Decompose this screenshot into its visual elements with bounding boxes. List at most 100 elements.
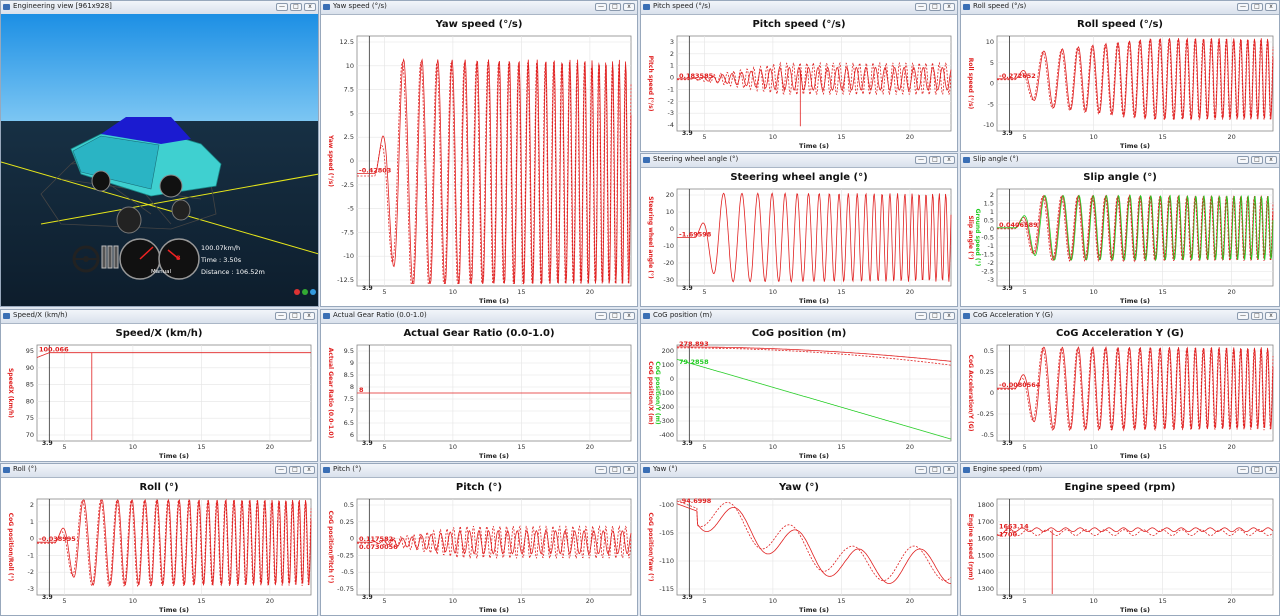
pitch-speed-titlebar[interactable]: Pitch speed (°/s) — □ x [641, 1, 957, 15]
maximize-button[interactable]: □ [609, 466, 621, 474]
yaw-chart[interactable]: Yaw (°) CoG position/Yaw (°) -100 -105 -110 -… [641, 477, 957, 615]
maximize-button[interactable]: □ [1251, 466, 1263, 474]
y-tick-label: -5 [348, 205, 354, 213]
time-cursor-label: 3.9 [362, 440, 373, 447]
minimize-button[interactable]: — [595, 3, 607, 11]
minimize-button[interactable]: — [915, 312, 927, 320]
slip-chart[interactable]: Slip angle (°)Slip angle (°) Ground speed… [961, 167, 1279, 306]
minimize-button[interactable]: — [915, 466, 927, 474]
engine-titlebar[interactable]: Engine speed (rpm) — □ x [961, 464, 1279, 478]
steering-chart[interactable]: Steering wheel angle (°) Steering wheel a… [641, 167, 957, 306]
maximize-button[interactable]: □ [289, 312, 301, 320]
slip-titlebar[interactable]: Slip angle (°) — □ x [961, 154, 1279, 168]
cog-acc-window[interactable]: CoG Acceleration Y (G) — □ x CoG Accelera… [960, 309, 1280, 462]
roll-speed-window[interactable]: Roll speed (°/s) — □ x Roll speed (°/s) Ro… [960, 0, 1280, 152]
yaw-speed-chart[interactable]: Yaw speed (°/s) Yaw speed (°/s) 12.5 10 7.5 5… [321, 14, 637, 306]
roll-window[interactable]: Roll (°) — □ x Roll (°) CoG position/Roll … [0, 463, 318, 616]
x-tick-label: 15 [837, 288, 845, 296]
gear-titlebar[interactable]: Actual Gear Ratio (0.0-1.0) — □ x [321, 310, 637, 324]
roll-chart[interactable]: Roll (°)CoG position/Roll (°)210-1-2-35 1… [1, 477, 317, 615]
3d-scene[interactable] [1, 14, 319, 307]
close-button[interactable]: x [303, 312, 315, 320]
yaw-speed-titlebar[interactable]: Yaw speed (°/s) — □ x [321, 1, 637, 15]
close-button[interactable]: x [304, 3, 316, 11]
engine-chart[interactable]: Engine speed (rpm)Engine speed (rpm)1800… [961, 477, 1279, 615]
engineering-view-titlebar[interactable]: Engineering view [961x928] — □ x [1, 1, 318, 15]
minimize-button[interactable]: — [915, 3, 927, 11]
steering-window[interactable]: Steering wheel angle (°) — □ x Steering w… [640, 153, 958, 307]
speedx-titlebar[interactable]: Speed/X (km/h) — □ x [1, 310, 317, 324]
minimize-button[interactable]: — [595, 466, 607, 474]
series-line [676, 359, 952, 440]
close-button[interactable]: x [943, 3, 955, 11]
x-tick-label: 15 [837, 597, 845, 605]
speedx-chart[interactable]: Speed/X (km/h) SpeedX (km/h) 95 90 85 80 75 70 5… [1, 323, 317, 461]
maximize-button[interactable]: □ [289, 466, 301, 474]
close-button[interactable]: x [1265, 312, 1277, 320]
roll-titlebar[interactable]: Roll (°) — □ x [1, 464, 317, 478]
cursor-value-2: 0.0730056 [359, 543, 398, 551]
maximize-button[interactable]: □ [929, 466, 941, 474]
pitch-chart[interactable]: Pitch (°) CoG position/Pitch (°) 0.5 0.25 0 -… [321, 477, 637, 615]
close-button[interactable]: x [623, 3, 635, 11]
close-button[interactable]: x [1265, 3, 1277, 11]
close-button[interactable]: x [1265, 156, 1277, 164]
maximize-button[interactable]: □ [929, 3, 941, 11]
maximize-button[interactable]: □ [1251, 312, 1263, 320]
steering-titlebar[interactable]: Steering wheel angle (°) — □ x [641, 154, 957, 168]
maximize-button[interactable]: □ [609, 3, 621, 11]
pitch-speed-window[interactable]: Pitch speed (°/s) — □ x Pitch speed (°/s)… [640, 0, 958, 152]
speedx-window[interactable]: Speed/X (km/h) — □ x Speed/X (km/h) SpeedX… [0, 309, 318, 462]
close-button[interactable]: x [623, 466, 635, 474]
maximize-button[interactable]: □ [609, 312, 621, 320]
engineering-view-window[interactable]: Engineering view [961x928] — □ x [0, 0, 319, 307]
minimize-button[interactable]: — [276, 3, 288, 11]
gear-chart[interactable]: Actual Gear Ratio (0.0-1.0) Actual Gear R… [321, 323, 637, 461]
minimize-button[interactable]: — [1237, 156, 1249, 164]
series-line [677, 61, 952, 95]
roll-speed-titlebar[interactable]: Roll speed (°/s) — □ x [961, 1, 1279, 15]
yaw-titlebar[interactable]: Yaw (°) — □ x [641, 464, 957, 478]
close-button[interactable]: x [623, 312, 635, 320]
close-button[interactable]: x [1265, 466, 1277, 474]
pitch-window[interactable]: Pitch (°) — □ x Pitch (°) CoG position/Pit… [320, 463, 638, 616]
maximize-button[interactable]: □ [1251, 3, 1263, 11]
gear-window[interactable]: Actual Gear Ratio (0.0-1.0) — □ x Actual … [320, 309, 638, 462]
time-cursor-label: 3.9 [1002, 130, 1013, 137]
x-tick-label: 20 [1227, 288, 1235, 296]
close-button[interactable]: x [943, 466, 955, 474]
close-button[interactable]: x [943, 312, 955, 320]
minimize-button[interactable]: — [595, 312, 607, 320]
minimize-button[interactable]: — [275, 312, 287, 320]
yaw-speed-window[interactable]: Yaw speed (°/s) — □ x Yaw speed (°/s) Yaw … [320, 0, 638, 307]
roll-speed-chart[interactable]: Roll speed (°/s) Roll speed (°/s) 10 5 0 -5 -1… [961, 14, 1279, 151]
cog-pos-chart[interactable]: CoG position (m) CoG position/X (m) CoG po… [641, 323, 957, 461]
cog-acc-chart[interactable]: CoG Acceleration Y (G) CoG Acceleration/Y… [961, 323, 1279, 461]
minimize-button[interactable]: — [915, 156, 927, 164]
minimize-button[interactable]: — [1237, 3, 1249, 11]
slip-window[interactable]: Slip angle (°) — □ x Slip angle (°) Slip a… [960, 153, 1280, 307]
x-tick-label: 10 [769, 443, 777, 451]
maximize-button[interactable]: □ [929, 156, 941, 164]
app-icon [323, 467, 330, 473]
pitch-titlebar[interactable]: Pitch (°) — □ x [321, 464, 637, 478]
minimize-button[interactable]: — [275, 466, 287, 474]
maximize-button[interactable]: □ [929, 312, 941, 320]
pitch-speed-chart[interactable]: Pitch speed (°/s)Pitch speed (°/s)3210-1… [641, 14, 957, 151]
y-tick-label: 9 [350, 359, 354, 367]
cog-pos-titlebar[interactable]: CoG position (m) — □ x [641, 310, 957, 324]
cursor-value-2: 1700 [999, 531, 1018, 539]
maximize-button[interactable]: □ [1251, 156, 1263, 164]
x-axis-label: Time (s) [159, 452, 189, 460]
close-button[interactable]: x [943, 156, 955, 164]
cog-pos-window[interactable]: CoG position (m) — □ x CoG position (m) Co… [640, 309, 958, 462]
cursor-value: 278.893 [679, 340, 709, 348]
minimize-button[interactable]: — [1237, 312, 1249, 320]
app-icon [323, 4, 330, 10]
close-button[interactable]: x [303, 466, 315, 474]
yaw-window[interactable]: Yaw (°) — □ x Yaw (°) CoG position/Yaw (°)… [640, 463, 958, 616]
engine-window[interactable]: Engine speed (rpm) — □ x Engine speed (rp… [960, 463, 1280, 616]
minimize-button[interactable]: — [1237, 466, 1249, 474]
cog-acc-titlebar[interactable]: CoG Acceleration Y (G) — □ x [961, 310, 1279, 324]
maximize-button[interactable]: □ [290, 3, 302, 11]
